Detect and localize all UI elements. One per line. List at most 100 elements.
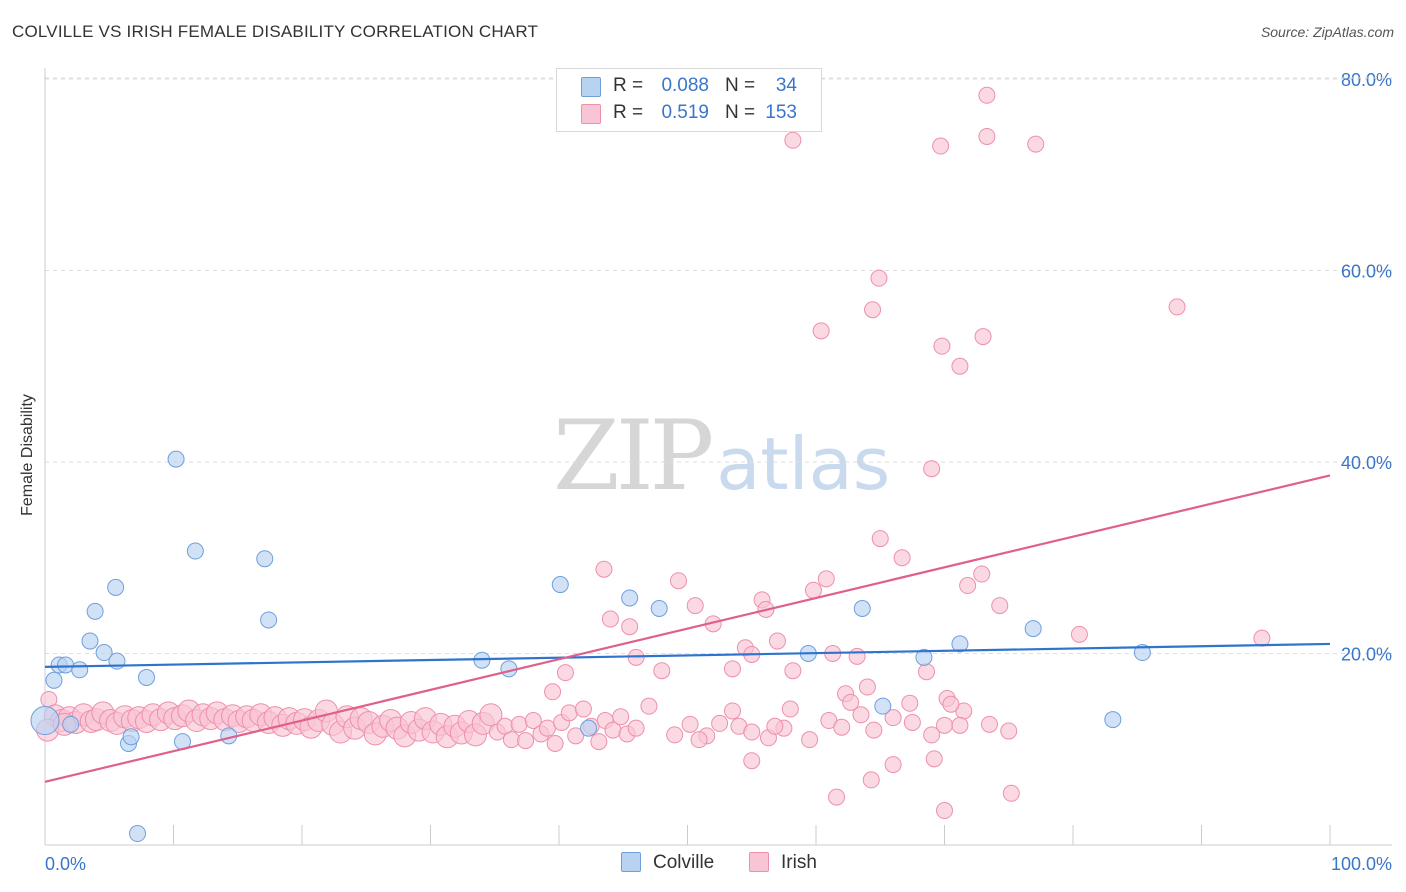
irish-point (951, 357, 969, 375)
irish-point (804, 581, 822, 599)
colville-legend-swatch (621, 852, 641, 872)
irish-point (640, 697, 658, 715)
legend-label: Irish (781, 852, 817, 873)
stats-legend-row-irish: R = 0.519 N = 153 (557, 102, 821, 126)
colville-trend-line (44, 642, 1331, 669)
y-tick-label: 20.0% (1341, 645, 1392, 665)
colville-point (138, 668, 156, 686)
irish-legend-swatch (749, 852, 769, 872)
stats-legend: R = 0.088 N = 34 R = 0.519 N = 153 (556, 68, 822, 132)
irish-point (936, 716, 953, 734)
colville-point (86, 602, 104, 620)
irish-point (817, 570, 835, 588)
irish-point (502, 731, 520, 749)
n-label: N = (725, 75, 756, 96)
colville-point (62, 715, 80, 733)
irish-point (546, 735, 564, 753)
irish-point (574, 700, 592, 718)
y-tick-label: 80.0% (1341, 70, 1392, 90)
irish-point (1168, 298, 1186, 316)
irish-point (942, 695, 960, 713)
x-tick-label: 0.0% (45, 854, 86, 874)
irish-point (711, 714, 729, 732)
colville-point (107, 578, 125, 596)
series-legend: Colville Irish (0, 850, 1406, 878)
colville-point (129, 825, 147, 843)
irish-point (627, 719, 645, 737)
r-value: 0.519 (661, 102, 709, 123)
irish-point (833, 718, 851, 736)
irish-point (670, 572, 688, 590)
colville-point (1133, 644, 1151, 662)
irish-point (538, 719, 556, 737)
irish-point (918, 663, 936, 681)
colville-point (81, 632, 99, 650)
watermark-atlas: atlas (716, 422, 891, 506)
irish-point (973, 565, 991, 583)
irish-point (653, 662, 671, 680)
irish-point (923, 460, 941, 478)
r-label: R = (613, 75, 644, 96)
irish-trend-line (44, 474, 1331, 783)
colville-point (1024, 620, 1042, 638)
irish-point (567, 727, 585, 745)
colville-point (580, 719, 598, 737)
colville-swatch (581, 77, 601, 97)
x-tick-label: 100.0% (1331, 854, 1392, 874)
irish-point (864, 301, 882, 319)
irish-point (901, 694, 919, 712)
n-label: N = (725, 102, 756, 123)
legend-label: Colville (653, 852, 715, 873)
colville-point (1104, 711, 1122, 729)
irish-point (925, 750, 943, 768)
irish-point (479, 703, 503, 727)
irish-point (768, 632, 786, 650)
irish-point (980, 715, 998, 733)
irish-point (812, 322, 830, 340)
colville-point (57, 656, 75, 674)
colville-point (551, 576, 569, 594)
irish-point (666, 726, 684, 744)
irish-point (517, 732, 535, 750)
irish-point (1027, 135, 1045, 153)
y-axis-label: Female Disability (19, 394, 36, 516)
y-tick-label: 60.0% (1341, 262, 1392, 282)
r-value: 0.088 (661, 75, 709, 96)
colville-point (650, 599, 668, 617)
colville-point (915, 648, 933, 666)
irish-point (903, 713, 921, 731)
colville-point (122, 728, 140, 746)
irish-point (870, 269, 888, 287)
irish-point (978, 86, 996, 104)
irish-point (991, 597, 1009, 615)
irish-point (923, 726, 941, 744)
irish-point (862, 771, 880, 789)
irish-point (601, 610, 619, 628)
irish-swatch (581, 104, 601, 124)
irish-point (690, 731, 708, 749)
irish-point (936, 802, 953, 820)
irish-point (723, 660, 741, 678)
watermark: ZIPatlas (553, 400, 890, 512)
irish-point (858, 678, 876, 696)
irish-point (544, 683, 562, 701)
irish-point (743, 752, 761, 770)
colville-point (30, 706, 60, 736)
irish-point (524, 712, 542, 730)
irish-point (781, 700, 799, 718)
colville-point (260, 611, 278, 629)
colville-point (621, 589, 639, 607)
r-label: R = (613, 102, 644, 123)
irish-point (865, 721, 883, 739)
irish-point (932, 137, 950, 155)
watermark-zip: ZIP (553, 400, 714, 512)
irish-point (828, 788, 846, 806)
irish-point (852, 706, 870, 724)
colville-point (95, 644, 113, 662)
irish-point (1000, 722, 1018, 740)
irish-point (556, 664, 574, 682)
irish-point (595, 560, 613, 578)
irish-point (1002, 784, 1020, 802)
colville-point (186, 542, 204, 560)
